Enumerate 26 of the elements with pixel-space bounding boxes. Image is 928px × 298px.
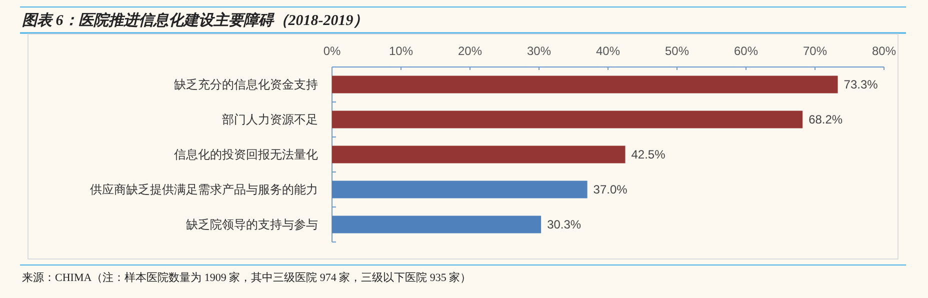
bar	[332, 110, 803, 128]
x-tick-label: 0%	[323, 44, 341, 58]
bar	[332, 180, 588, 198]
x-tick-label: 60%	[734, 44, 758, 58]
text: 图表 6：医院推进信息化建设主要障碍（2018-2019）	[22, 11, 368, 29]
data-label: 42.5%	[631, 148, 666, 162]
bar	[332, 76, 838, 94]
x-tick-label: 20%	[458, 44, 482, 58]
x-tick-label: 40%	[596, 44, 620, 58]
data-label: 73.3%	[844, 78, 878, 92]
x-tick-label: 70%	[802, 44, 828, 58]
data-label: 37.0%	[593, 182, 628, 196]
y-tick-label: 信息化的投资回报无法量化	[174, 148, 318, 162]
bar	[332, 216, 542, 234]
y-tick-label: 缺乏院领导的支持与参与	[186, 218, 318, 232]
y-tick-label: 缺乏充分的信息化资金支持	[174, 78, 318, 92]
y-tick-label: 供应商缺乏提供满足需求产品与服务的能力	[90, 182, 318, 196]
data-label: 30.3%	[547, 218, 582, 232]
x-tick-label: 10%	[388, 44, 414, 58]
bar	[332, 146, 626, 164]
y-tick-label: 部门人力资源不足	[222, 112, 318, 126]
data-label: 68.2%	[808, 112, 843, 126]
source-note: 来源：CHIMA（注：样本医院数量为 1909 家，其中三级医院 974 家，三级以下医院 935 家）	[22, 271, 472, 284]
x-tick-label: 80%	[872, 44, 896, 58]
x-tick-label: 30%	[526, 44, 552, 58]
x-tick-label: 50%	[664, 44, 690, 58]
